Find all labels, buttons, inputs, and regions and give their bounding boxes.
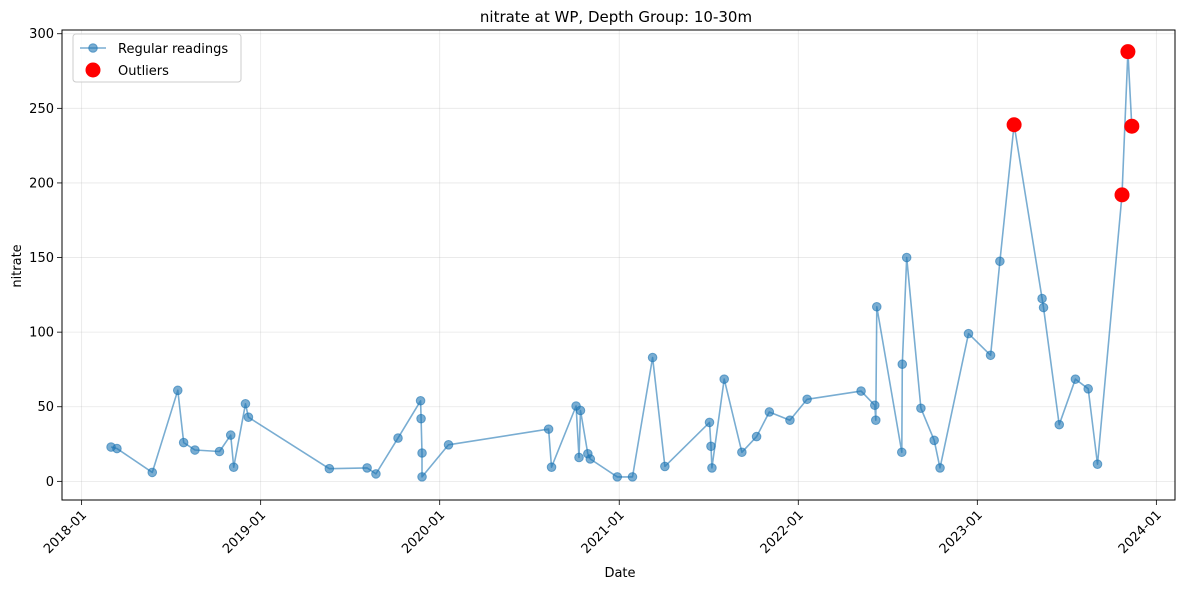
data-point [1083, 384, 1093, 394]
data-point [225, 430, 236, 440]
data-point [707, 463, 717, 473]
data-point [172, 385, 183, 396]
y-tick-label: 0 [46, 475, 54, 490]
y-tick-label: 100 [29, 326, 54, 341]
data-point [543, 424, 554, 434]
outlier-point [1120, 44, 1136, 60]
legend-frame [72, 33, 242, 83]
data-point [1054, 419, 1065, 430]
data-point [214, 446, 225, 457]
data-point [443, 439, 454, 450]
data-point [869, 400, 880, 411]
data-point [178, 437, 189, 448]
data-point [371, 469, 381, 479]
y-tick-label: 300 [29, 27, 54, 42]
data-point [240, 398, 251, 409]
grid [62, 30, 1175, 500]
data-point [574, 452, 584, 463]
data-point [1070, 374, 1081, 384]
legend-outlier-swatch [85, 62, 101, 78]
data-point [1038, 302, 1049, 313]
data-point [901, 252, 912, 263]
data-point [660, 461, 670, 472]
plot-frame [61, 29, 1176, 501]
data-point [706, 441, 716, 452]
data-point [362, 463, 372, 473]
outlier-point [1006, 117, 1022, 133]
outlier-point [1114, 187, 1130, 203]
legend-label-outliers: Outliers [118, 64, 169, 79]
data-point [190, 445, 200, 455]
data-point [546, 462, 557, 472]
data-point [897, 359, 908, 370]
data-point [935, 463, 945, 473]
data-point [647, 352, 658, 363]
data-point [627, 472, 638, 482]
y-tick-label: 50 [37, 400, 54, 415]
data-point [1037, 293, 1047, 304]
data-point [243, 412, 254, 422]
data-point [963, 328, 974, 339]
legend: Regular readings Outliers [72, 33, 242, 83]
data-point [575, 405, 586, 416]
data-point [1092, 459, 1103, 469]
data-point [228, 462, 239, 472]
y-axis-label: nitrate [10, 244, 25, 287]
outlier-markers-group [1006, 44, 1140, 203]
data-point [995, 256, 1005, 267]
data-point [737, 447, 747, 458]
data-point [415, 395, 426, 406]
y-axis: 0 50 100 150 200 250 300 [29, 27, 62, 490]
chart-title: nitrate at WP, Depth Group: 10-30m [480, 8, 752, 26]
data-point [416, 413, 426, 424]
data-point [785, 415, 795, 425]
data-point [985, 350, 996, 361]
x-axis-label: Date [604, 566, 635, 581]
data-point [417, 472, 427, 482]
y-tick-label: 250 [29, 102, 54, 117]
data-point [751, 431, 762, 442]
data-point [896, 447, 907, 458]
data-point [417, 448, 427, 458]
data-point [856, 386, 866, 396]
data-point [870, 415, 881, 425]
data-point [764, 407, 775, 417]
y-tick-label: 150 [29, 251, 54, 266]
data-point [802, 394, 812, 405]
outlier-point [1124, 118, 1140, 134]
data-point [719, 374, 730, 384]
legend-label-regular: Regular readings [118, 42, 228, 57]
data-point [916, 403, 926, 414]
data-point [871, 301, 882, 312]
legend-marker-swatch [88, 43, 98, 53]
y-tick-label: 200 [29, 176, 54, 191]
data-point [612, 472, 623, 482]
data-point [324, 463, 335, 474]
data-point [393, 433, 403, 443]
series-markers-group [106, 46, 1137, 482]
data-point [929, 435, 939, 446]
data-point [585, 454, 596, 464]
data-point [147, 467, 158, 478]
data-point [112, 443, 122, 454]
data-point [704, 417, 715, 428]
